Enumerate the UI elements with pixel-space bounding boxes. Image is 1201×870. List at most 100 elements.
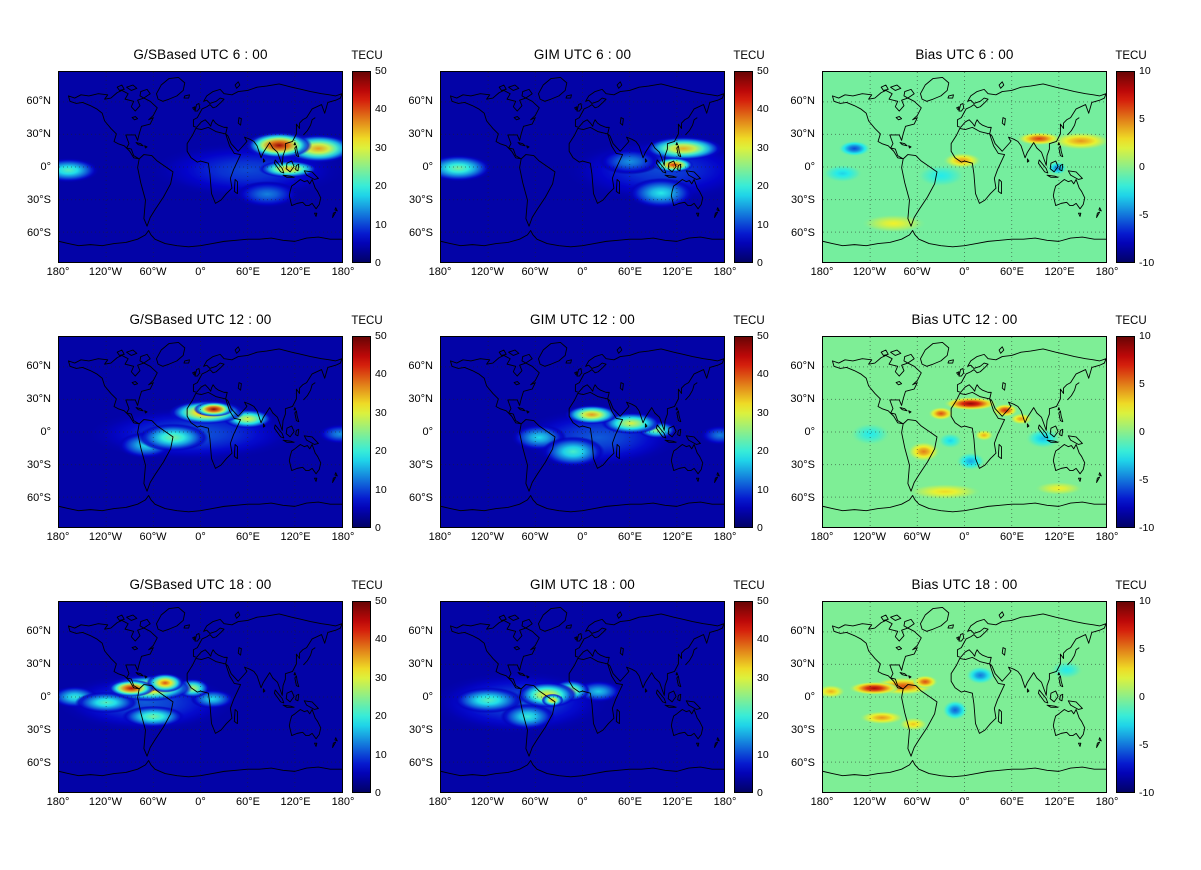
colorbar-ticks: -10 -5 0 5 10 [1139,330,1167,534]
x-tick-label: 60°W [139,796,167,808]
y-tick-label: 0° [40,426,51,438]
y-tick-label: 0° [422,691,433,703]
x-tick-label: 60°W [139,266,167,278]
map-plot [440,336,725,528]
colorbar [352,336,371,528]
colorbar-units-label: TECU [733,315,765,327]
tec-heatmap [823,72,1106,262]
y-tick-label: 60°S [791,756,815,769]
x-tick-label: 60°E [618,266,642,278]
y-tick-label: 30°S [409,458,433,471]
colorbar-tick-label: 40 [757,368,769,381]
colorbar-tick-label: 0 [375,257,381,269]
y-tick-label: 30°N [408,128,433,141]
colorbar-ticks: 0 10 20 30 40 50 [757,595,785,799]
coastline-grid-overlay [441,602,724,792]
x-axis-ticks: 180° 120°W 60°W 0° 60°E 120°E 180° [47,531,355,547]
y-axis-ticks: 60°N 30°N 0° 30°S 60°S [20,336,53,528]
colorbar-ticks: 0 10 20 30 40 50 [375,330,403,534]
grid-lines [823,602,1106,792]
colorbar-tick-label: 30 [757,406,769,419]
grid-lines [59,72,342,262]
x-tick-label: 120°W [852,531,887,543]
x-tick-label: 180° [428,266,452,278]
x-axis-ticks: 180° 120°W 60°W 0° 60°E 120°E 180° [811,796,1119,812]
colorbar-tick-label: -10 [1139,257,1155,269]
y-axis-ticks: 60°N 30°N 0° 30°S 60°S [784,601,817,793]
y-tick-label: 0° [422,161,433,173]
x-tick-label: 60°W [139,531,167,543]
grid-lines [441,337,724,527]
x-tick-label: 120°E [662,796,693,808]
colorbar-tick-label: 30 [757,671,769,684]
y-axis-ticks: 60°N 30°N 0° 30°S 60°S [402,336,435,528]
x-tick-label: 60°W [521,531,549,543]
tec-heatmap [59,337,342,527]
colorbar-units-label: TECU [351,50,383,62]
colorbar-tick-label: 0 [1139,426,1145,438]
map-plot [822,71,1107,263]
map-panel: Bias UTC 6 : 00 TECU 60° [784,44,1164,287]
coastline-grid-overlay [59,72,342,262]
y-axis-ticks: 60°N 30°N 0° 30°S 60°S [402,71,435,263]
y-tick-label: 30°N [26,128,51,141]
colorbar-tick-label: 50 [375,330,387,342]
x-tick-label: 180° [1095,796,1119,808]
panel-title: Bias UTC 12 : 00 [911,312,1018,327]
panel-title: GIM UTC 6 : 00 [533,47,632,62]
x-tick-label: 60°E [1000,796,1024,808]
colorbar-units-label: TECU [1115,580,1147,592]
y-tick-label: 0° [804,426,815,438]
y-tick-label: 60°S [27,226,51,239]
colorbar-tick-label: 10 [1139,65,1151,77]
x-tick-label: 180° [331,796,355,808]
panel-title: G/SBased UTC 12 : 00 [129,312,272,327]
colorbar-tick-label: 20 [375,445,387,458]
y-tick-label: 60°S [791,491,815,504]
y-tick-label: 60°S [791,226,815,239]
colorbar-tick-label: -5 [1139,209,1149,221]
colorbar-tick-label: 50 [757,595,769,607]
colorbar-tick-label: 20 [757,180,769,193]
y-tick-label: 0° [422,426,433,438]
y-tick-label: 30°N [790,128,815,141]
coastline-grid-overlay [823,337,1106,527]
colorbar [352,601,371,793]
x-axis-ticks: 180° 120°W 60°W 0° 60°E 120°E 180° [47,796,355,812]
colorbar [734,336,753,528]
map-plot [440,71,725,263]
colorbar-tick-label: 5 [1139,643,1145,655]
coastline-grid-overlay [441,337,724,527]
y-tick-label: 60°N [26,95,51,108]
colorbar-tick-label: 30 [375,671,387,684]
colorbar [1116,71,1135,263]
colorbar-ticks: 0 10 20 30 40 50 [375,65,403,269]
x-axis-ticks: 180° 120°W 60°W 0° 60°E 120°E 180° [811,266,1119,282]
panel-title: Bias UTC 18 : 00 [911,577,1018,592]
colorbar-tick-label: 10 [757,483,769,496]
y-tick-label: 30°N [26,658,51,671]
x-tick-label: 180° [46,796,70,808]
map-panel: Bias UTC 18 : 00 TECU 60 [784,574,1164,817]
x-tick-label: 120°W [852,266,887,278]
x-tick-label: 60°E [1000,266,1024,278]
colorbar-tick-label: -5 [1139,739,1149,751]
colorbar-units-label: TECU [1115,50,1147,62]
x-tick-label: 60°E [618,796,642,808]
world-coastline-icon [59,341,342,513]
tec-heatmap [59,72,342,262]
colorbar-tick-label: -5 [1139,474,1149,486]
colorbar [352,71,371,263]
x-tick-label: 180° [46,531,70,543]
map-plot [440,601,725,793]
x-tick-label: 0° [577,531,588,543]
colorbar-tick-label: 20 [757,710,769,723]
colorbar-tick-label: 50 [757,330,769,342]
grid-lines [59,602,342,792]
colorbar-ticks: 0 10 20 30 40 50 [757,330,785,534]
x-tick-label: 0° [195,796,206,808]
y-tick-label: 60°S [27,491,51,504]
world-coastline-icon [441,341,724,513]
map-panel: GIM UTC 12 : 00 TECU 60° [402,309,782,552]
